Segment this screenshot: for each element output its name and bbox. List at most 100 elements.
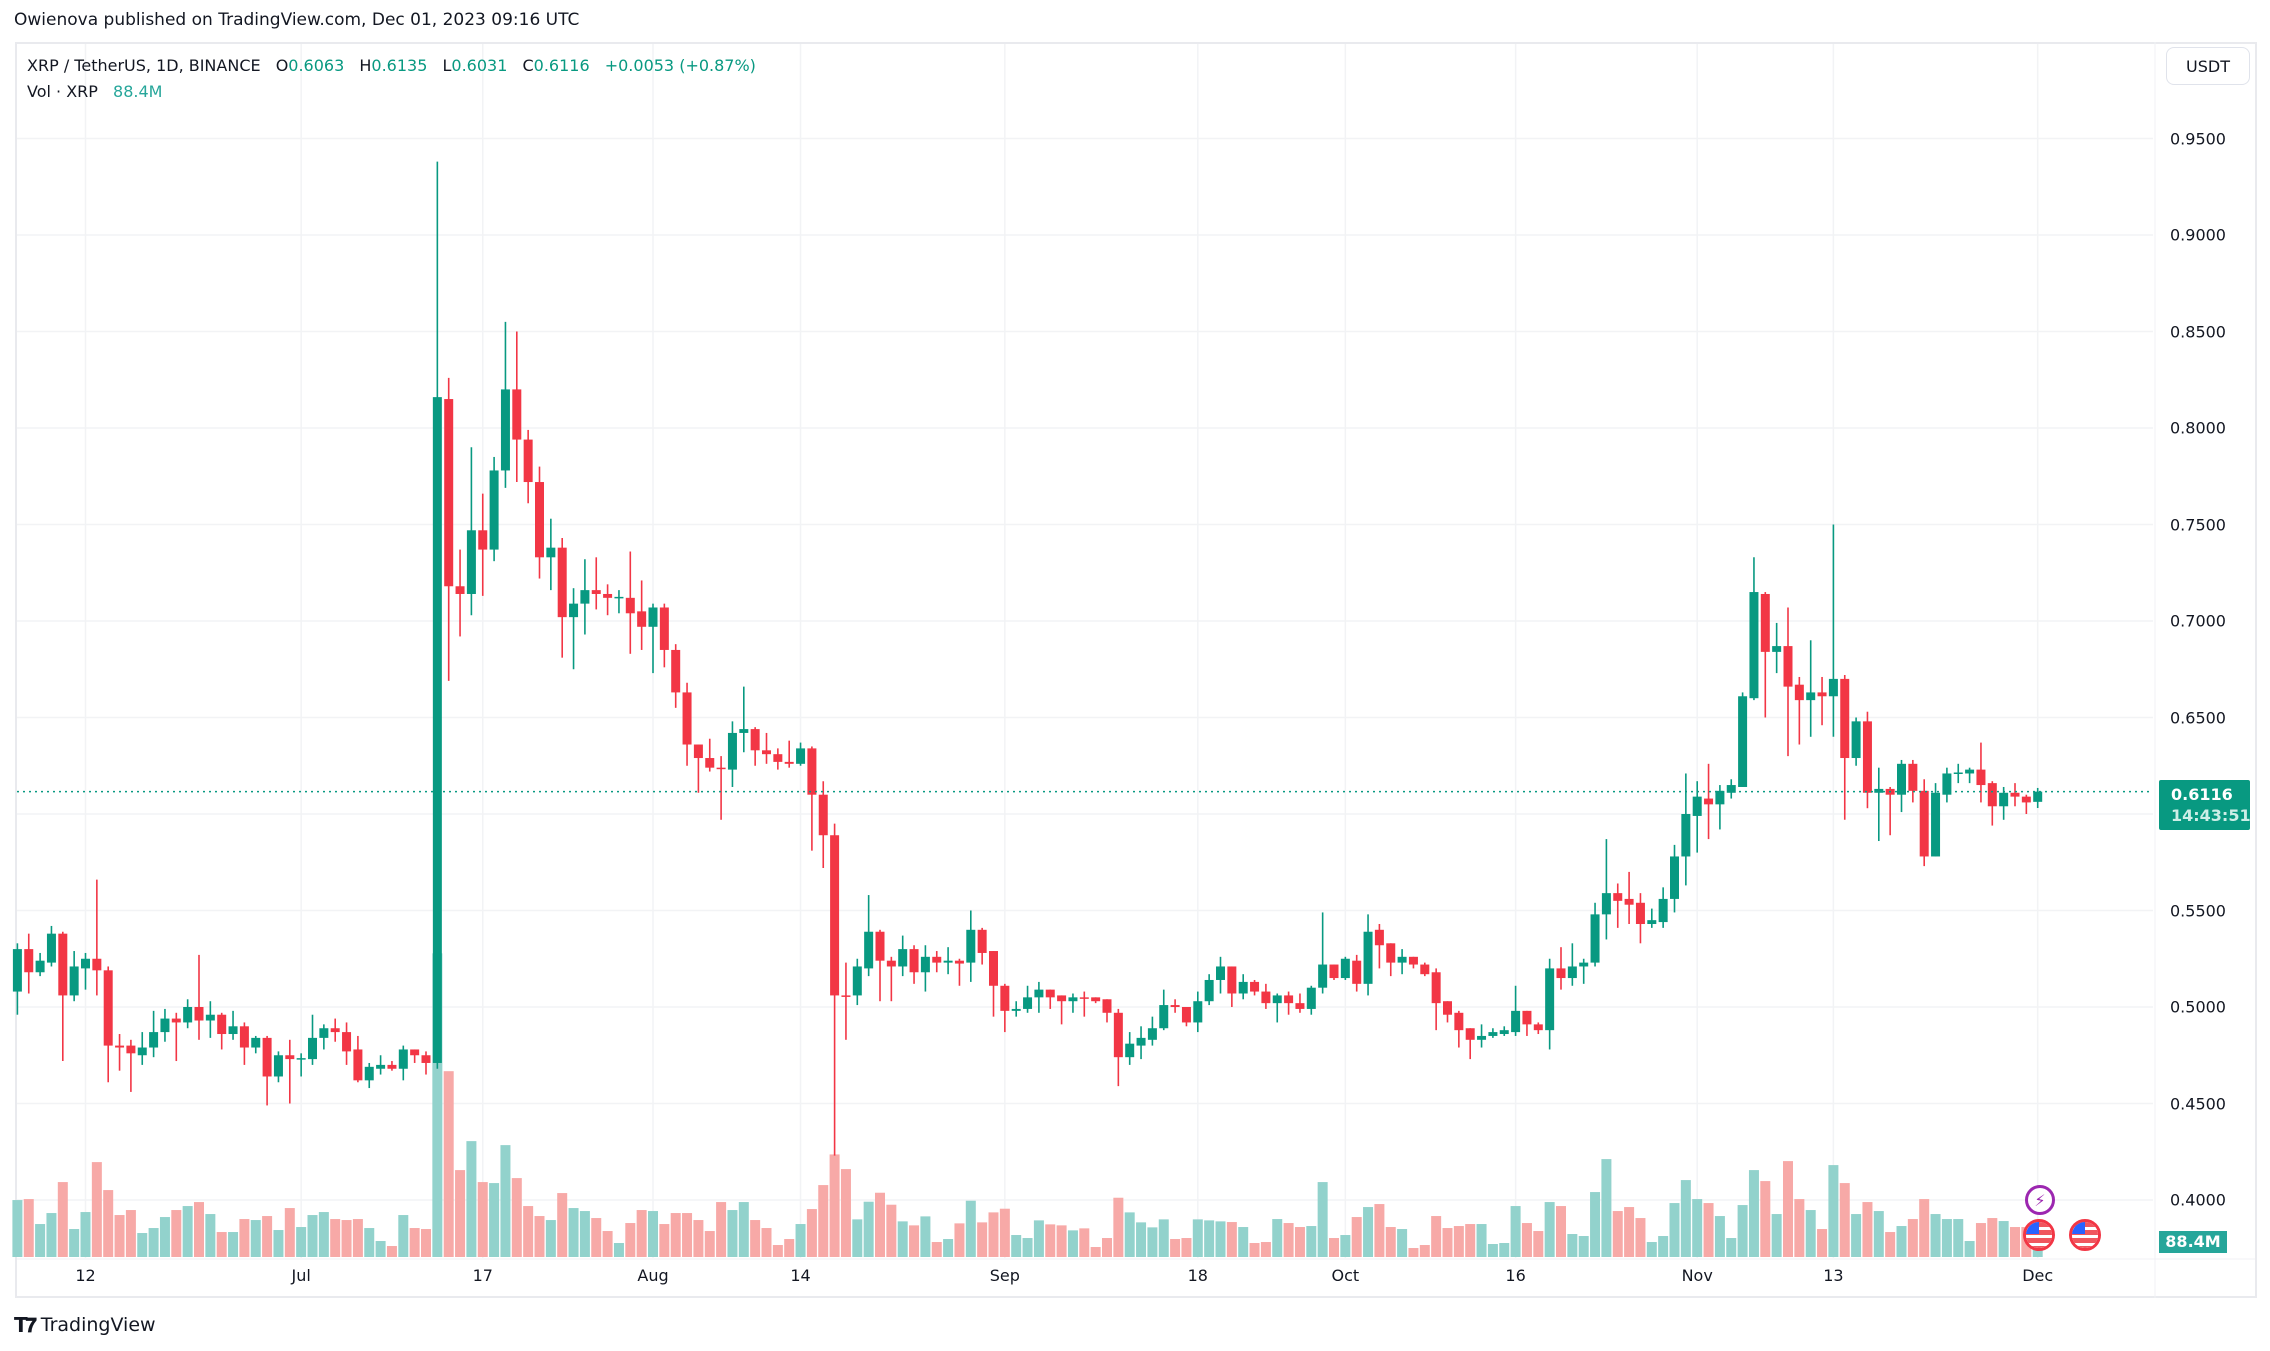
time-tick-label: 14 xyxy=(790,1266,811,1285)
candle-body xyxy=(1499,1030,1509,1035)
candle xyxy=(648,603,658,674)
candle-body xyxy=(648,607,658,627)
candle xyxy=(1193,991,1203,1033)
candle-body xyxy=(149,1032,159,1048)
volume-bar xyxy=(137,1233,148,1257)
volume-bar xyxy=(784,1239,795,1257)
candle xyxy=(1828,524,1838,737)
candle-body xyxy=(1533,1024,1543,1031)
candle xyxy=(637,580,647,650)
candle xyxy=(1794,676,1804,745)
volume-bar xyxy=(954,1223,965,1257)
candle-body xyxy=(773,754,783,762)
tradingview-logo-text: TradingView xyxy=(40,1314,156,1336)
legend-change: +0.0053 (+0.87%) xyxy=(604,56,756,75)
volume-bar xyxy=(1272,1219,1283,1257)
volume-bar xyxy=(1102,1238,1112,1257)
candle xyxy=(410,1049,420,1063)
candle-body xyxy=(103,970,113,1046)
candle-body xyxy=(137,1047,147,1056)
candle xyxy=(1408,956,1418,969)
us-flag-event-icon[interactable] xyxy=(2069,1219,2101,1251)
candle-body xyxy=(126,1045,136,1054)
candle-body xyxy=(342,1032,352,1052)
lightning-event-icon[interactable]: ⚡ xyxy=(2025,1185,2055,1215)
candle-body xyxy=(580,590,590,604)
candle-body xyxy=(682,692,692,745)
price-tick-label: 0.7500 xyxy=(2170,515,2226,534)
currency-button[interactable]: USDT xyxy=(2166,47,2250,85)
candle xyxy=(92,879,102,996)
candle-body xyxy=(1488,1032,1498,1036)
price-tick-label: 0.8500 xyxy=(2170,322,2226,341)
volume-bar xyxy=(455,1170,466,1257)
candle-body xyxy=(376,1064,386,1069)
candle-body xyxy=(1374,929,1384,946)
candle xyxy=(1931,783,1941,857)
volume-bar xyxy=(1158,1219,1169,1257)
candle xyxy=(1851,717,1861,766)
volume-bar xyxy=(693,1220,704,1257)
candle-body xyxy=(1647,920,1657,925)
candle xyxy=(1874,767,1884,842)
volume-bar xyxy=(1817,1229,1828,1257)
candle xyxy=(115,1034,125,1071)
tradingview-logo[interactable]: T𝟕 TradingView xyxy=(14,1313,156,1337)
candle xyxy=(1726,779,1736,799)
candle xyxy=(932,951,942,973)
candle-body xyxy=(1091,997,1101,1002)
volume-bar xyxy=(330,1219,341,1257)
candle-body xyxy=(614,596,624,599)
candle-body xyxy=(977,929,987,953)
candle-body xyxy=(115,1045,125,1048)
candle xyxy=(727,721,737,787)
price-tick-label: 0.9500 xyxy=(2170,129,2226,148)
candle-body xyxy=(398,1049,408,1069)
published-caption: Owienova published on TradingView.com, D… xyxy=(14,10,580,30)
candle-body xyxy=(1760,593,1770,652)
legend-volume-label[interactable]: Vol · XRP xyxy=(27,82,98,101)
candle xyxy=(1715,785,1725,830)
candle-body xyxy=(421,1055,431,1063)
candle xyxy=(750,727,760,766)
volume-bar xyxy=(228,1232,239,1257)
us-flag-event-icon[interactable] xyxy=(2023,1219,2055,1251)
volume-bar xyxy=(1465,1224,1476,1257)
candle xyxy=(603,584,613,616)
candle xyxy=(1181,1007,1191,1027)
candle-body xyxy=(2033,791,2043,802)
candle-body xyxy=(1635,902,1645,925)
volume-bar xyxy=(682,1213,693,1257)
candle xyxy=(273,1051,283,1083)
volume-bar xyxy=(273,1230,284,1257)
legend-symbol[interactable]: XRP / TetherUS, 1D, BINANCE xyxy=(27,56,261,75)
candle-body xyxy=(330,1028,340,1033)
candle-body xyxy=(830,835,840,996)
candle-body xyxy=(727,732,737,770)
candle xyxy=(1908,759,1918,803)
candle-body xyxy=(273,1055,283,1077)
volume-bar xyxy=(1011,1235,1022,1257)
candle-body xyxy=(1057,995,1067,1002)
candle xyxy=(1352,954,1362,992)
volume-bar xyxy=(2010,1227,2020,1257)
candle-body xyxy=(1363,931,1373,984)
candle-body xyxy=(875,931,885,961)
candle-body xyxy=(387,1064,397,1069)
candle xyxy=(262,1035,272,1106)
candle xyxy=(1567,943,1577,986)
price-tick-label: 0.9000 xyxy=(2170,225,2226,245)
candle xyxy=(1613,883,1623,928)
candle xyxy=(1658,887,1668,928)
volume-bar xyxy=(1090,1247,1101,1257)
volume-bar xyxy=(625,1223,636,1257)
candle-body xyxy=(1851,721,1861,759)
volume-bar xyxy=(364,1228,375,1257)
candle-body xyxy=(932,956,942,963)
candle xyxy=(705,738,715,772)
chart-legend: XRP / TetherUS, 1D, BINANCE O0.6063 H0.6… xyxy=(27,53,756,105)
time-tick-label: Aug xyxy=(637,1266,669,1285)
candle xyxy=(308,1014,317,1065)
candle-body xyxy=(1931,792,1941,857)
